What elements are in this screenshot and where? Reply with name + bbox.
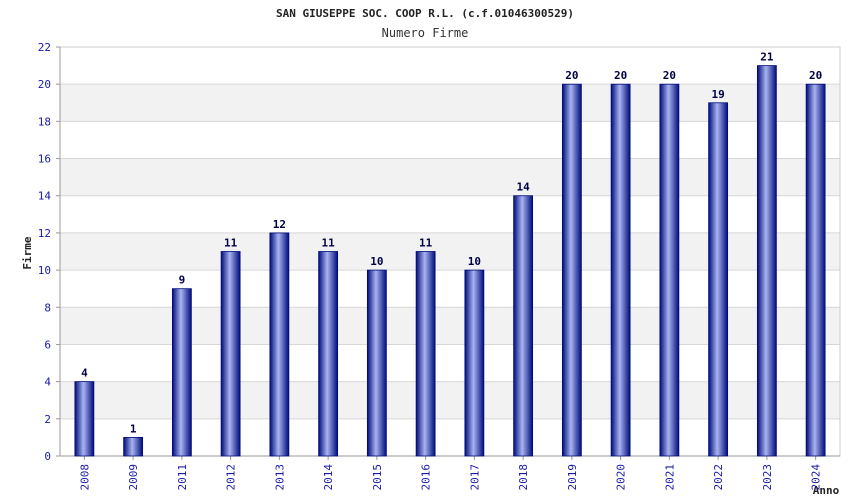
x-tick-label-2009: 2009: [127, 464, 140, 491]
bars: [74, 65, 826, 457]
value-label-2020: 20: [614, 69, 627, 82]
value-label-2013: 12: [273, 218, 286, 231]
y-tick-label: 10: [38, 264, 51, 277]
bar-2014: [318, 251, 339, 457]
bar-2020: [610, 83, 631, 457]
x-tick-label-2014: 2014: [322, 464, 335, 491]
bar-2015: [366, 269, 387, 457]
y-axis-label: Firme: [21, 236, 34, 269]
bar-2012: [220, 251, 241, 457]
bar-2018: [513, 195, 534, 457]
y-tick-label: 22: [38, 41, 51, 54]
value-label-2011: 9: [179, 274, 186, 287]
x-tick-label-2020: 2020: [615, 464, 628, 491]
x-tick-label-2021: 2021: [663, 464, 676, 491]
value-label-2019: 20: [565, 69, 578, 82]
x-tick-label-2018: 2018: [517, 464, 530, 491]
x-tick-label-2008: 2008: [78, 464, 91, 491]
bar-2024: [805, 83, 826, 457]
x-tick-label-2023: 2023: [761, 464, 774, 491]
value-label-2017: 10: [468, 255, 481, 268]
value-label-2018: 14: [517, 181, 531, 194]
y-tick-label: 0: [44, 450, 51, 463]
y-tick-label: 14: [38, 190, 52, 203]
value-label-2016: 11: [419, 237, 433, 250]
x-tick-label-2017: 2017: [468, 464, 481, 491]
bar-2013: [269, 232, 290, 457]
x-tick-labels: 2008 2009 2011 2012 2013 2014 2015 2016 2017 2018…: [78, 464, 822, 491]
y-tick-label: 6: [44, 338, 51, 351]
y-tick-label: 20: [38, 78, 51, 91]
y-tick-label: 12: [38, 227, 51, 240]
value-label-2023: 21: [760, 51, 774, 64]
x-tick-label-2015: 2015: [371, 464, 384, 491]
y-tick-label: 8: [44, 301, 51, 314]
value-label-2009: 1: [130, 422, 137, 435]
value-label-2022: 19: [712, 88, 725, 101]
value-label-2012: 11: [224, 237, 238, 250]
x-tick-label-2024: 2024: [810, 464, 823, 491]
value-label-2008: 4: [81, 367, 88, 380]
bar-2016: [415, 251, 436, 457]
value-label-2014: 11: [322, 237, 336, 250]
value-label-2015: 10: [370, 255, 383, 268]
x-tick-label-2011: 2011: [176, 464, 189, 491]
y-tick-label: 18: [38, 115, 51, 128]
bar-2019: [561, 83, 582, 457]
value-label-2021: 20: [663, 69, 676, 82]
y-tick-label: 2: [44, 413, 51, 426]
x-tick-label-2022: 2022: [712, 464, 725, 491]
x-tick-label-2019: 2019: [566, 464, 579, 491]
x-tick-label-2016: 2016: [420, 464, 433, 491]
bar-2011: [171, 288, 192, 457]
x-tick-label-2012: 2012: [225, 464, 238, 491]
bar-2022: [708, 102, 729, 457]
bar-2023: [756, 65, 777, 457]
x-axis-label: Anno: [813, 484, 840, 497]
chart-title: SAN GIUSEPPE SOC. COOP R.L. (c.f.0104630…: [276, 7, 574, 20]
y-tick-label: 16: [38, 153, 51, 166]
value-label-2024: 20: [809, 69, 822, 82]
bar-2009: [123, 437, 144, 457]
chart-subtitle: Numero Firme: [382, 26, 469, 40]
bar-2021: [659, 83, 680, 457]
y-tick-labels: 0 2 4 6 8 10 12 14 16 18 20 22: [38, 41, 52, 463]
bar-2008: [74, 381, 95, 457]
y-tick-label: 4: [44, 376, 51, 389]
x-tick-label-2013: 2013: [273, 464, 286, 491]
bar-2017: [464, 269, 485, 457]
